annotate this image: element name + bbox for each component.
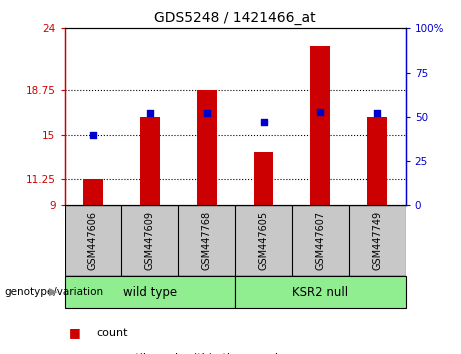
Text: ▶: ▶ — [49, 287, 58, 297]
Text: GSM447768: GSM447768 — [201, 211, 212, 270]
Bar — [197, 90, 217, 205]
Text: GSM447605: GSM447605 — [259, 211, 269, 270]
Text: ■: ■ — [69, 326, 81, 339]
Text: GSM447609: GSM447609 — [145, 211, 155, 270]
Text: wild type: wild type — [123, 286, 177, 298]
Bar — [254, 152, 273, 205]
Text: genotype/variation: genotype/variation — [5, 287, 104, 297]
Text: GSM447607: GSM447607 — [315, 211, 325, 270]
Point — [260, 119, 267, 125]
Text: GSM447606: GSM447606 — [88, 211, 98, 270]
Bar — [367, 117, 387, 205]
Title: GDS5248 / 1421466_at: GDS5248 / 1421466_at — [154, 11, 316, 24]
Point — [373, 110, 381, 116]
Point — [146, 110, 154, 116]
Point — [317, 109, 324, 114]
Bar — [83, 179, 103, 205]
Bar — [235, 276, 406, 308]
Bar — [140, 117, 160, 205]
Point — [203, 110, 210, 116]
Text: KSR2 null: KSR2 null — [292, 286, 349, 298]
Bar — [65, 276, 235, 308]
Bar — [310, 46, 331, 205]
Text: percentile rank within the sample: percentile rank within the sample — [97, 353, 285, 354]
Point — [89, 132, 97, 137]
Text: ■: ■ — [69, 351, 81, 354]
Text: count: count — [97, 328, 128, 338]
Text: GSM447749: GSM447749 — [372, 211, 382, 270]
